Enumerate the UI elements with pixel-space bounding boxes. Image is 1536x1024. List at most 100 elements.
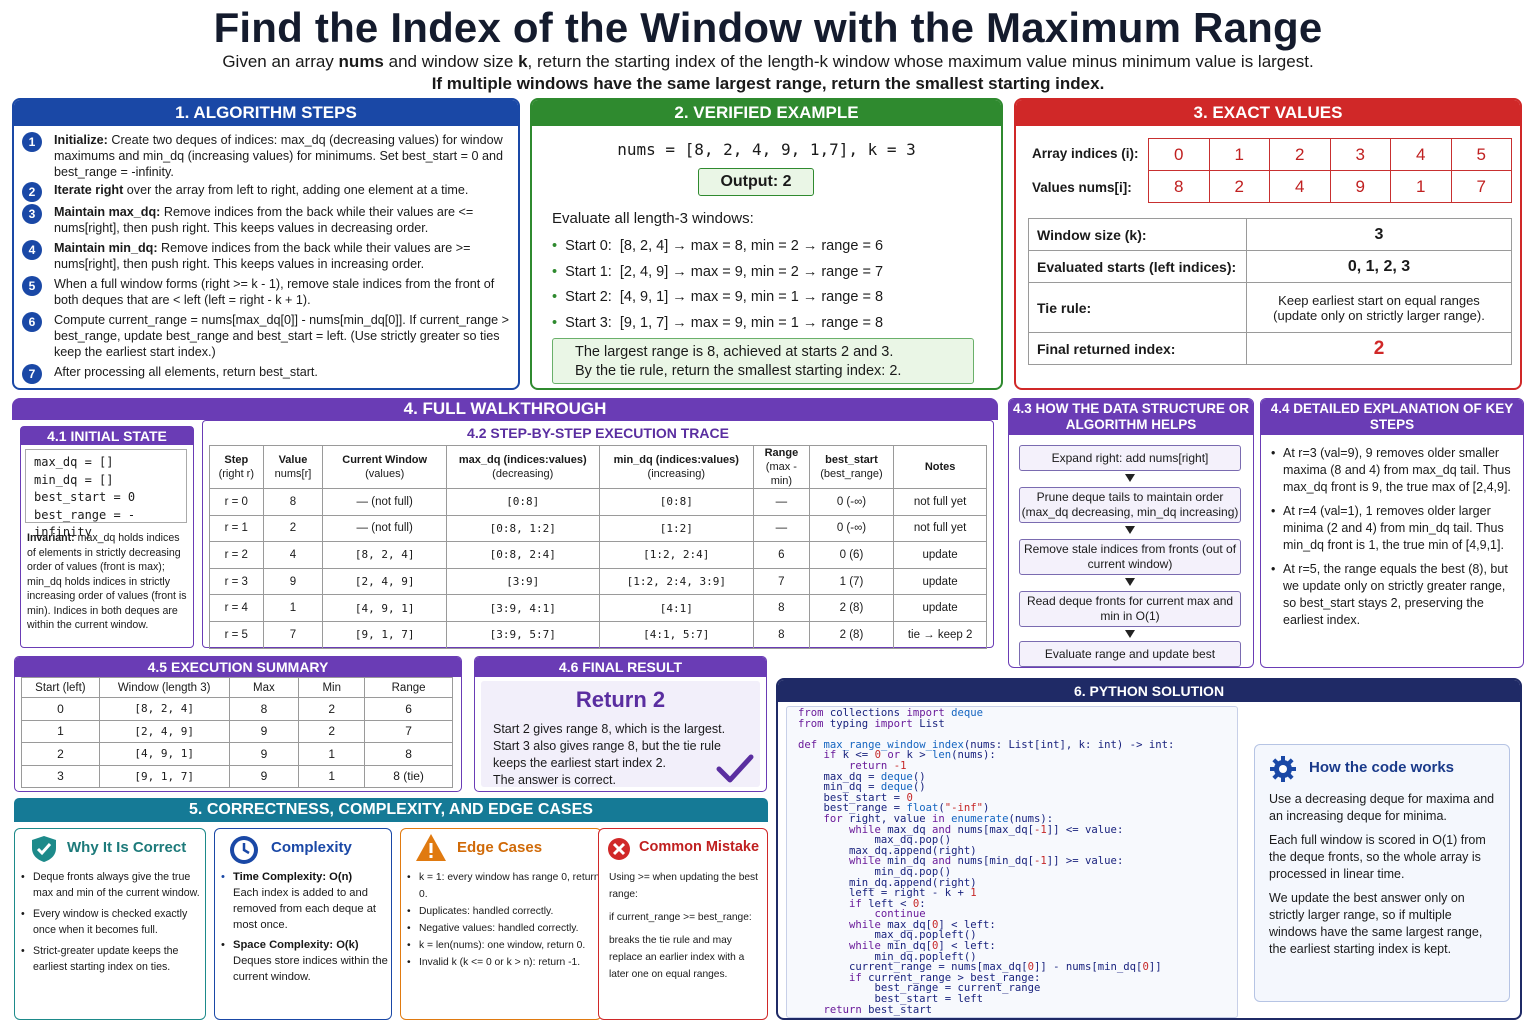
trace-cell: 6 [753,541,810,569]
index-cell: 5 [1450,138,1512,171]
code-text: max_dq.pop() [798,834,952,847]
code-line: min_dq = deque() [798,782,1174,793]
checkmark-icon [716,754,754,783]
code-line: best_range = current_range [798,983,1174,994]
key-steps-list: At r=3 (val=9), 9 removes older smaller … [1271,445,1517,636]
window-item: • Start 0: [8, 2, 4] → max = 8, min = 2 →… [552,234,883,260]
result-line: keeps the earliest start index 2. [493,756,667,770]
down-arrow-icon [1125,630,1135,638]
code-line: def max_range_window_index(nums: List[in… [798,739,1174,751]
init-line: best_range = -infinity [34,507,136,540]
trace-cell: — (not full) [322,488,447,516]
down-arrow-icon [1125,526,1135,534]
step-number: 6 [22,312,42,332]
summary-key: Evaluated starts (left indices): [1028,250,1247,283]
algorithm-step: 5 When a full window forms (right >= k - … [22,276,510,308]
column-title: Current Window [342,454,428,466]
space-complexity-text: Deques store indices within the current … [233,955,388,983]
trace-cell: [0:8] [446,488,600,516]
step-number: 7 [22,364,42,384]
code-text: return best_start [823,1003,932,1016]
trace-table: Step (right r) Value nums[r] Current Window (… [209,445,987,649]
value-cell: 1 [1390,170,1452,203]
result-value: Return 2 [575,687,666,712]
clock-icon [230,836,258,864]
algorithm-steps-panel: 1. ALGORITHM STEPS 1 Initialize: Create t… [12,98,520,390]
shield-check-icon [32,836,56,862]
correctness-header: 5. CORRECTNESS, COMPLEXITY, AND EDGE CAS… [14,798,768,822]
code-text: best_range = current_range [798,982,1041,995]
code-text: max_dq = deque() [798,770,926,783]
summary-table: Start (left) Window (length 3) Max Min Range… [21,677,453,788]
values-summary-table: Window size (k): 3 Evaluated starts (left … [1028,218,1512,365]
step-text: When a full window forms (right >= k - 1… [54,276,510,308]
down-arrow-icon [1125,474,1135,482]
final-result-panel: 4.6 FINAL RESULT Return 2 Start 2 gives … [474,656,767,792]
trace-cell: 1 (7) [808,567,895,596]
value-cell: 2 [1208,170,1270,203]
key-steps-panel: 4.4 DETAILED EXPLANATION OF KEY STEPS At… [1260,398,1524,668]
trace-cell: update [893,594,987,622]
column-subtitle: (values) [365,468,405,480]
code-line: current_range = nums[max_dq[0]] - nums[m… [798,962,1174,973]
trace-cell: [2, 4, 9] [322,567,447,596]
summary-value: 2 [1246,332,1512,365]
algorithm-step: 7 After processing all elements, return b… [22,364,510,384]
code-text: while max_dq[0] < left: [849,918,996,931]
code-text: while max_dq and nums[max_dq[-1]] <= val… [849,823,1124,836]
summary-column-header: Window (length 3) [98,677,230,698]
step-label: Maintain min_dq: [54,241,158,255]
trace-cell: 7 [262,620,324,649]
final-result-box [481,681,760,787]
step-text: Maintain max_dq: Remove indices from the… [54,204,510,236]
trace-cell: 2 [262,514,324,543]
summary-cell: 2 [21,742,100,766]
step-label: Initialize: [54,133,108,147]
code-text: min_dq.pop() [798,865,952,878]
complexity-list: Time Complexity: O(n) Each index is adde… [221,869,389,985]
code-text: best_range = float("-inf") [798,802,990,815]
result-line: The answer is correct. [493,773,616,787]
code-line: min_dq.pop() [798,867,1174,878]
code-line: while max_dq and nums[max_dq[-1]] <= val… [798,823,1174,836]
trace-cell: [4:1, 5:7] [598,620,755,649]
window-item: • Start 2: [4, 9, 1] → max = 9, min = 1 →… [552,285,883,311]
summary-table-row: 3 [9, 1, 7] 9 1 8 (tie) [21,764,453,788]
execution-summary-header: 4.5 EXECUTION SUMMARY [15,657,461,677]
code-line: return -1 [798,761,1174,772]
python-code: from collections import deque from typing… [798,708,1174,1015]
algorithm-step: 3 Maintain max_dq: Remove indices from th… [22,204,510,236]
code-line: max_dq = deque() [798,770,1174,783]
algorithm-step: 1 Initialize: Create two deques of indice… [22,132,510,180]
code-line: best_range = float("-inf") [798,803,1174,814]
step-number: 1 [22,132,42,152]
code-line: max_dq.pop() [798,835,1174,846]
initial-state-code: max_dq = [] min_dq = [] best_start = 0 b… [25,449,187,539]
trace-cell: [1:2] [598,514,755,543]
bullet: • [552,238,558,254]
code-line: while max_dq[0] < left: [798,920,1174,931]
column-title: max_dq (indices:values) [458,454,587,466]
trace-header-row: Step (right r) Value nums[r] Current Window (… [209,445,987,489]
trace-cell: [0:8] [598,488,755,516]
code-line: while min_dq and nums[min_dq[-1]] >= val… [798,856,1174,867]
trace-cell: 2 (8) [808,620,895,649]
trace-cell: r = 3 [209,567,264,596]
conclusion-line: The largest range is 8, achieved at star… [575,344,894,360]
index-cell: 3 [1329,138,1391,171]
step-description: When a full window forms (right >= k - 1… [54,277,495,307]
code-text: min_dq.popleft() [798,950,977,963]
trace-cell: tie → keep 2 [893,620,987,649]
code-line: from typing import List [798,718,1174,730]
code-line: continue [798,909,1174,920]
code-text: while min_dq[0] < left: [849,940,996,953]
column-subtitle: nums[r] [274,468,312,480]
trace-cell: [0:8, 1:2] [446,514,600,543]
python-solution-header: 6. PYTHON SOLUTION [778,680,1520,702]
index-cell: 4 [1390,138,1452,171]
flow-step: Evaluate range and update best [1019,641,1241,667]
summary-row: Window size (k): 3 [1028,218,1512,251]
trace-column-header: Range (max - min) [753,445,810,489]
summary-key: Window size (k): [1028,218,1247,251]
trace-cell: not full yet [893,488,987,516]
